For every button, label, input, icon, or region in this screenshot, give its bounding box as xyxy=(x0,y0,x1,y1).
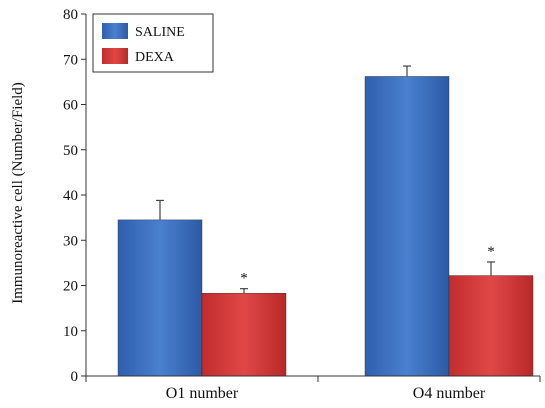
y-axis-label: Immunoreactive cell (Number/Field) xyxy=(10,82,26,304)
y-tick-label: 60 xyxy=(63,98,78,114)
legend-swatch-saline xyxy=(102,23,128,39)
x-category-label: O4 number xyxy=(413,385,486,402)
y-tick-label: 80 xyxy=(63,7,78,23)
y-tick-label: 40 xyxy=(63,188,78,204)
significance-markers: ** xyxy=(240,244,495,287)
bar-saline-2 xyxy=(364,76,450,377)
significance-star: * xyxy=(487,244,495,260)
error-bars xyxy=(156,65,495,294)
bars xyxy=(117,76,534,377)
y-tick-label: 10 xyxy=(63,324,78,340)
bar-dexa-2 xyxy=(448,275,534,377)
x-category-label: O1 number xyxy=(166,385,239,402)
y-axis-ticks: 0 10 20 30 40 50 60 70 80 xyxy=(63,7,86,385)
y-tick-label: 70 xyxy=(63,52,78,68)
bar-dexa-1 xyxy=(201,292,287,377)
legend-label-dexa: DEXA xyxy=(135,50,175,65)
y-tick-label: 50 xyxy=(63,143,78,159)
legend-label-saline: SALINE xyxy=(135,25,185,40)
legend-swatch-dexa xyxy=(102,48,128,64)
y-tick-label: 0 xyxy=(71,369,79,385)
x-axis-categories: O1 number O4 number xyxy=(166,385,486,402)
y-tick-label: 30 xyxy=(63,233,78,249)
significance-star: * xyxy=(240,271,248,287)
legend: SALINE DEXA xyxy=(92,13,214,73)
bar-saline-1 xyxy=(117,219,203,377)
y-tick-label: 20 xyxy=(63,279,78,295)
